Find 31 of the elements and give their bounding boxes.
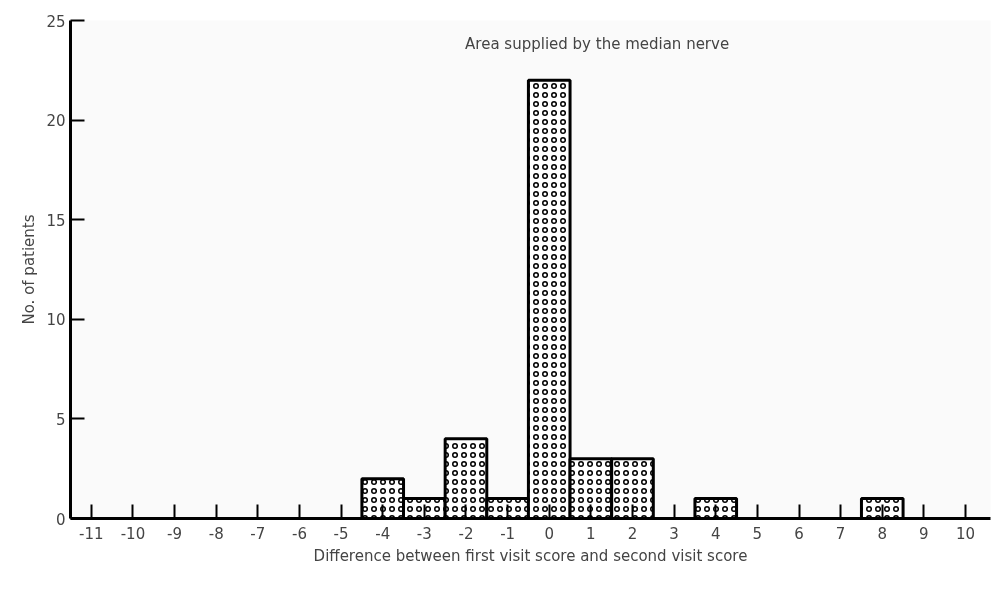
x-tick-label: 4	[710, 524, 721, 543]
x-tick-label: -3	[416, 524, 432, 543]
y-tick-label: 5	[55, 410, 66, 429]
x-tick-label: 10	[955, 524, 976, 543]
x-tick-label: 8	[877, 524, 888, 543]
y-tick-label: 10	[46, 311, 66, 330]
y-axis-title: No. of patients	[20, 214, 39, 325]
x-tick-label: 2	[627, 524, 638, 543]
x-tick-label: 1	[586, 524, 596, 543]
x-tick-label: -9	[167, 524, 183, 543]
x-tick-label: -5	[333, 524, 349, 543]
x-tick-label: -2	[458, 524, 474, 543]
x-tick-label: 5	[752, 524, 763, 543]
y-tick-label: 20	[46, 112, 66, 131]
x-tick-label: -7	[250, 524, 266, 543]
text: Area supplied by the median nerve	[465, 35, 730, 54]
y-tick-label: 15	[46, 211, 66, 230]
x-tick-label: 6	[794, 524, 804, 543]
x-axis-title: Difference between first visit score and second visit score	[313, 546, 748, 565]
x-tick-label: -8	[208, 524, 224, 543]
x-tick-label: -10	[120, 524, 146, 543]
x-tick-label: -1	[500, 524, 516, 543]
x-tick-label: -4	[375, 524, 391, 543]
y-tick-label: 25	[46, 12, 66, 31]
x-tick-label: 7	[835, 524, 846, 543]
y-tick-label: 0	[55, 510, 66, 529]
x-tick-label: 0	[544, 524, 555, 543]
x-tick-label: 9	[919, 524, 929, 543]
x-tick-label: 3	[669, 524, 679, 543]
x-tick-label: -11	[79, 524, 104, 543]
x-tick-label: -6	[291, 524, 307, 543]
